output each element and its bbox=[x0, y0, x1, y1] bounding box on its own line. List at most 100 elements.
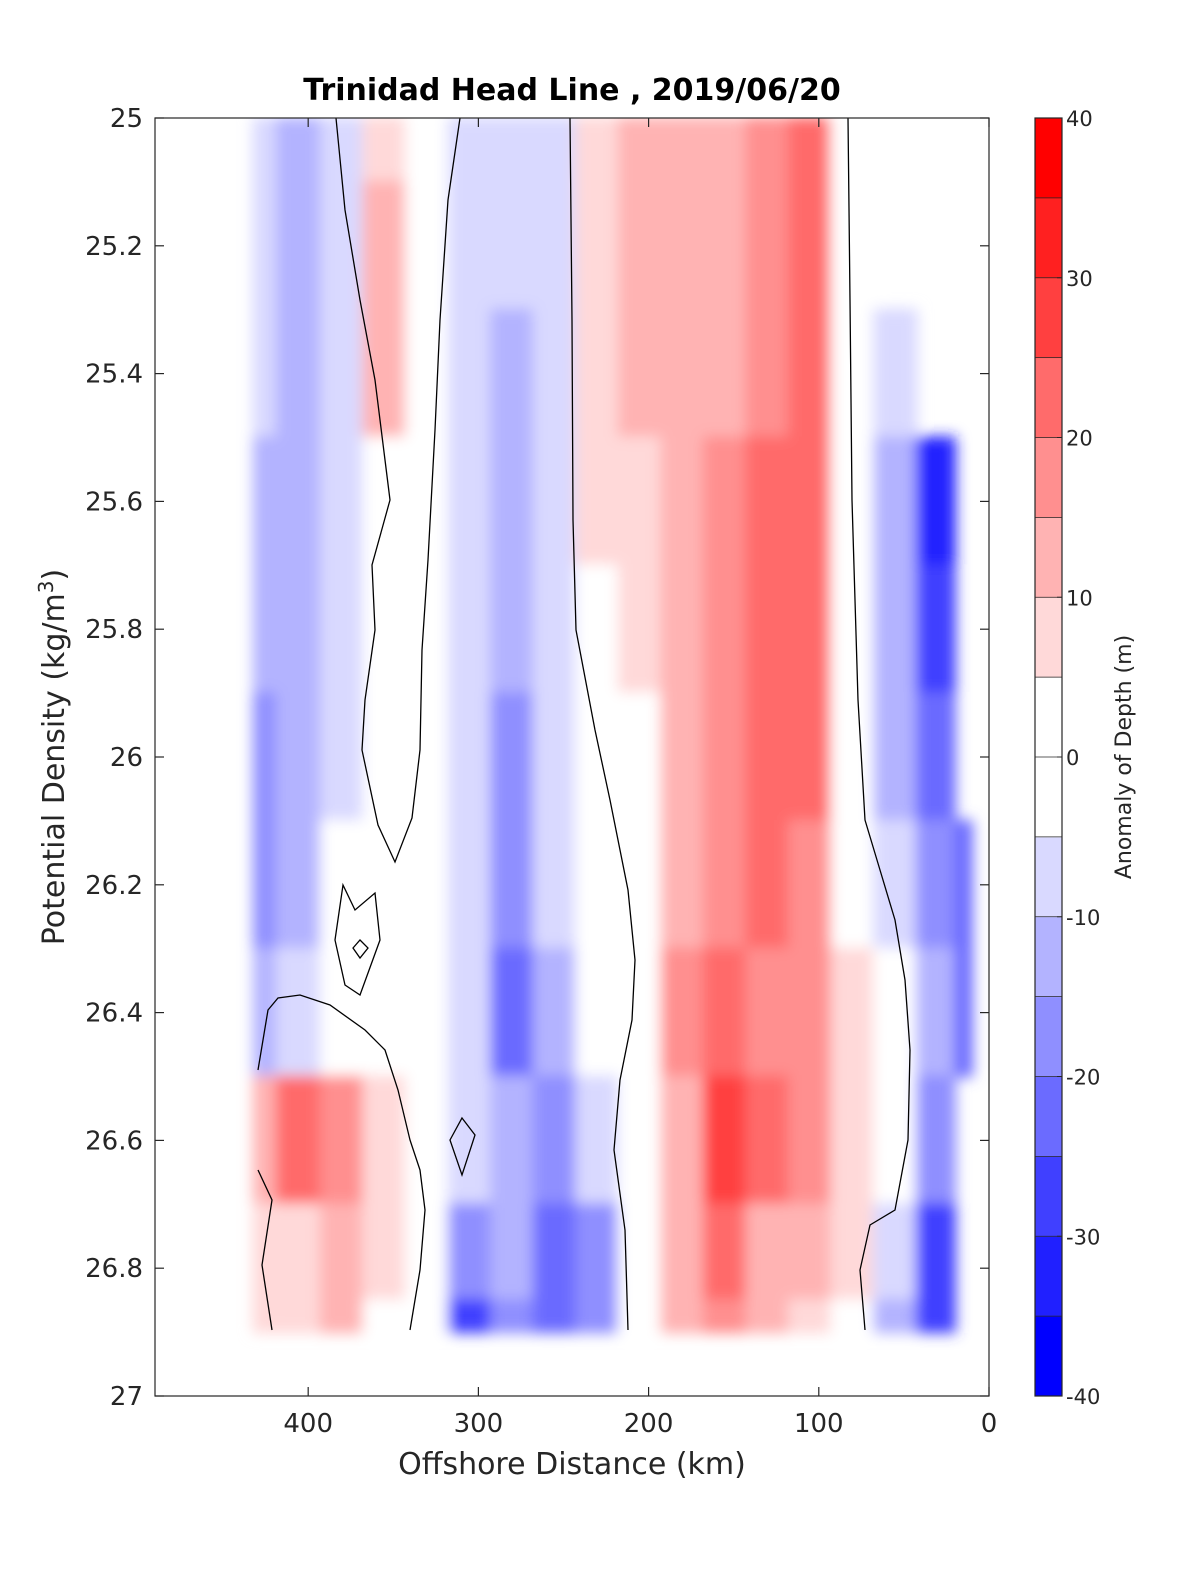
anomaly-cell bbox=[319, 1075, 365, 1206]
y-axis-label: Potential Density (kg/m3) bbox=[34, 569, 72, 945]
colorbar-tick-label: 20 bbox=[1066, 427, 1093, 451]
anomaly-cell bbox=[490, 1075, 535, 1206]
colorbar-tick-label: 30 bbox=[1066, 267, 1093, 291]
y-tick-label: 25.6 bbox=[85, 487, 143, 517]
anomaly-cell bbox=[575, 1075, 620, 1206]
anomaly-cell bbox=[405, 180, 450, 311]
colorbar-band bbox=[1035, 1076, 1062, 1157]
anomaly-cell bbox=[788, 1203, 833, 1302]
anomaly-cell bbox=[575, 1203, 620, 1302]
colorbar-band bbox=[1035, 677, 1062, 758]
anomaly-cell bbox=[275, 1075, 322, 1206]
anomaly-cell bbox=[252, 308, 278, 439]
anomaly-cell bbox=[319, 819, 365, 950]
anomaly-cell bbox=[275, 118, 322, 183]
anomaly-cell bbox=[915, 564, 956, 695]
anomaly-cell bbox=[532, 180, 578, 311]
anomaly-cell bbox=[405, 1203, 450, 1302]
anomaly-cell bbox=[617, 118, 663, 183]
colorbar-tick-label: -20 bbox=[1066, 1066, 1100, 1090]
anomaly-cell bbox=[788, 308, 833, 439]
anomaly-cell bbox=[275, 180, 322, 311]
anomaly-cell bbox=[405, 1075, 450, 1206]
anomaly-cell bbox=[830, 308, 876, 439]
anomaly-cell bbox=[319, 436, 365, 567]
anomaly-cell bbox=[873, 819, 918, 950]
anomaly-cell bbox=[447, 180, 493, 311]
anomaly-cell bbox=[405, 308, 450, 439]
anomaly-cell bbox=[617, 1299, 663, 1334]
anomaly-cell bbox=[745, 1203, 791, 1302]
anomaly-cell bbox=[490, 436, 535, 567]
anomaly-cell bbox=[745, 118, 791, 183]
y-tick-label: 25.2 bbox=[85, 232, 143, 262]
anomaly-cell bbox=[405, 564, 450, 695]
colorbar-band bbox=[1035, 1316, 1062, 1397]
anomaly-cell bbox=[532, 819, 578, 950]
anomaly-cell bbox=[362, 564, 408, 695]
colorbar-band bbox=[1035, 437, 1062, 518]
y-tick-label: 25.4 bbox=[85, 360, 143, 390]
x-tick-label: 100 bbox=[794, 1409, 844, 1439]
anomaly-cells bbox=[252, 118, 973, 1334]
y-axis: 25 25.2 25.4 25.6 25.8 26 26.2 26.4 26.6 26.8 27 bbox=[85, 104, 989, 1412]
chart-title: Trinidad Head Line , 2019/06/20 bbox=[303, 73, 840, 108]
anomaly-cell bbox=[490, 1203, 535, 1302]
anomaly-cell bbox=[702, 180, 748, 311]
anomaly-cell bbox=[660, 819, 705, 950]
x-tick-label: 400 bbox=[283, 1409, 333, 1439]
anomaly-cell bbox=[915, 947, 956, 1078]
anomaly-cell bbox=[915, 1203, 956, 1302]
anomaly-cell bbox=[830, 1075, 876, 1206]
anomaly-cell bbox=[830, 819, 876, 950]
anomaly-cell bbox=[362, 118, 408, 183]
anomaly-cell bbox=[447, 436, 493, 567]
anomaly-cell bbox=[362, 308, 408, 439]
y-tick-label: 26.6 bbox=[85, 1126, 143, 1156]
anomaly-cell bbox=[660, 1203, 705, 1302]
anomaly-cell bbox=[830, 180, 876, 311]
anomaly-cell bbox=[830, 947, 876, 1078]
colorbar-band bbox=[1035, 597, 1062, 678]
x-tick-label: 0 bbox=[981, 1409, 998, 1439]
anomaly-cell bbox=[447, 692, 493, 822]
anomaly-cell bbox=[575, 564, 620, 695]
anomaly-cell bbox=[702, 692, 748, 822]
colorbar-band bbox=[1035, 836, 1062, 918]
anomaly-cell bbox=[447, 118, 493, 183]
anomaly-cell bbox=[319, 180, 365, 311]
zero-contours bbox=[257, 118, 911, 1331]
anomaly-cell bbox=[447, 1203, 493, 1302]
anomaly-cell bbox=[447, 308, 493, 439]
anomaly-cell bbox=[617, 819, 663, 950]
anomaly-cell bbox=[702, 947, 748, 1078]
anomaly-cell bbox=[617, 1203, 663, 1302]
y-tick-label: 26.8 bbox=[85, 1254, 143, 1284]
colorbar-band bbox=[1035, 277, 1062, 359]
colorbar-tick-label: -30 bbox=[1066, 1225, 1100, 1249]
anomaly-cell bbox=[532, 308, 578, 439]
y-tick-label: 27 bbox=[110, 1382, 143, 1412]
anomaly-cell bbox=[405, 436, 450, 567]
colorbar-band bbox=[1035, 757, 1062, 838]
anomaly-cell bbox=[362, 1299, 408, 1334]
y-tick-label: 26 bbox=[110, 743, 143, 773]
anomaly-cell bbox=[575, 180, 620, 311]
anomaly-cell bbox=[490, 308, 535, 439]
anomaly-cell bbox=[745, 564, 791, 695]
y-axis-label-main: Potential Density (kg/m bbox=[37, 593, 72, 945]
anomaly-cell bbox=[362, 819, 408, 950]
anomaly-cell bbox=[490, 118, 535, 183]
anomaly-cell bbox=[275, 308, 322, 439]
anomaly-cell bbox=[362, 1075, 408, 1206]
anomaly-cell bbox=[915, 819, 956, 950]
anomaly-cell bbox=[275, 564, 322, 695]
anomaly-cell bbox=[490, 819, 535, 950]
x-axis: 400 300 200 100 0 bbox=[283, 118, 997, 1439]
anomaly-cell bbox=[660, 1075, 705, 1206]
anomaly-cell bbox=[915, 436, 956, 567]
colorbar-tick-label: 40 bbox=[1066, 107, 1093, 131]
anomaly-cell bbox=[617, 308, 663, 439]
anomaly-cell bbox=[275, 947, 322, 1078]
anomaly-cell bbox=[660, 564, 705, 695]
